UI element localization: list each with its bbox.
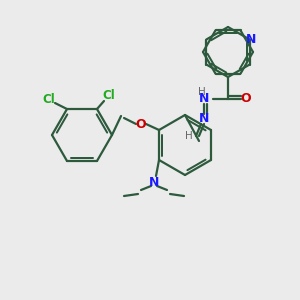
Text: O: O (136, 118, 146, 130)
Text: H: H (198, 87, 206, 97)
Text: N: N (245, 33, 256, 46)
Text: H: H (185, 131, 193, 141)
Text: N: N (199, 92, 209, 106)
Text: N: N (149, 176, 159, 188)
Text: O: O (241, 92, 251, 106)
Text: N: N (199, 112, 209, 125)
Text: Cl: Cl (43, 92, 56, 106)
Text: Cl: Cl (103, 88, 116, 101)
